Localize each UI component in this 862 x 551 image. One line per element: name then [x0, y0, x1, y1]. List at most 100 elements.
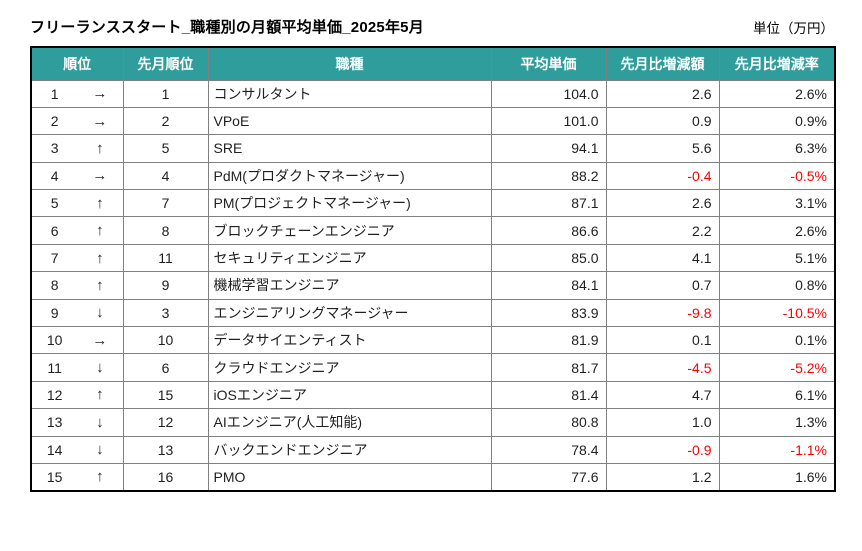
job-title-cell: SRE	[207, 134, 492, 163]
trend-up-icon: ↑	[96, 139, 104, 157]
header-prev-rank: 先月順位	[122, 46, 209, 81]
trend-up-icon: ↑	[96, 222, 104, 240]
diff-amount-cell: 4.1	[605, 243, 720, 273]
rank-cell: 3 ↑	[30, 134, 124, 163]
diff-rate-cell: 6.3%	[718, 134, 836, 163]
rank-value: 4	[50, 167, 59, 184]
rank-value: 12	[46, 386, 63, 403]
diff-rate-cell: -0.5%	[718, 161, 836, 191]
trend-up-icon: ↑	[96, 276, 104, 294]
prev-rank-cell: 5	[122, 134, 209, 163]
diff-amount-cell: 2.2	[605, 216, 720, 245]
trend-down-icon: ↓	[96, 413, 104, 431]
prev-rank-cell: 3	[122, 298, 209, 328]
prev-rank-cell: 4	[122, 161, 209, 191]
rank-cell: 4 →	[30, 161, 124, 191]
diff-rate-cell: 0.1%	[718, 326, 836, 355]
table-row: 6 ↑ 8 ブロックチェーンエンジニア 86.6 2.2 2.6%	[30, 216, 836, 245]
rank-value: 11	[47, 359, 62, 376]
diff-rate-cell: -1.1%	[718, 435, 836, 464]
prev-rank-cell: 1	[122, 79, 209, 108]
trend-down-icon: ↓	[96, 359, 104, 377]
rank-value: 1	[50, 85, 59, 102]
header-diff-amount: 先月比増減額	[605, 46, 720, 81]
diff-amount-cell: -4.5	[605, 353, 720, 382]
rank-cell: 2 →	[30, 106, 124, 136]
diff-rate-cell: 0.8%	[718, 271, 836, 300]
rank-cell: 13 ↓	[30, 408, 124, 437]
avg-price-cell: 81.7	[490, 353, 607, 382]
diff-amount-cell: 0.7	[605, 271, 720, 300]
avg-price-cell: 94.1	[490, 134, 607, 163]
prev-rank-cell: 8	[122, 216, 209, 245]
job-title-cell: VPoE	[207, 106, 492, 136]
table-row: 5 ↑ 7 PM(プロジェクトマネージャー) 87.1 2.6 3.1%	[30, 189, 836, 218]
prev-rank-cell: 13	[122, 435, 209, 464]
rank-value: 9	[50, 304, 59, 321]
avg-price-cell: 84.1	[490, 271, 607, 300]
rank-cell: 1 →	[30, 79, 124, 108]
rank-value: 2	[50, 113, 59, 130]
header-rank: 順位	[30, 46, 124, 81]
trend-up-icon: ↑	[96, 468, 104, 486]
trend-same-icon: →	[92, 112, 108, 130]
diff-rate-cell: 1.6%	[718, 462, 836, 492]
table-row: 7 ↑ 11 セキュリティエンジニア 85.0 4.1 5.1%	[30, 243, 836, 273]
trend-down-icon: ↓	[96, 441, 104, 459]
table-row: 4 → 4 PdM(プロダクトマネージャー) 88.2 -0.4 -0.5%	[30, 161, 836, 191]
diff-rate-cell: 1.3%	[718, 408, 836, 437]
table-row: 3 ↑ 5 SRE 94.1 5.6 6.3%	[30, 134, 836, 163]
diff-amount-cell: 2.6	[605, 79, 720, 108]
rank-cell: 8 ↑	[30, 271, 124, 300]
diff-amount-cell: 4.7	[605, 380, 720, 410]
trend-up-icon: ↑	[96, 194, 104, 212]
diff-rate-cell: -5.2%	[718, 353, 836, 382]
diff-amount-cell: 5.6	[605, 134, 720, 163]
rank-cell: 9 ↓	[30, 298, 124, 328]
prev-rank-cell: 2	[122, 106, 209, 136]
diff-amount-cell: -0.9	[605, 435, 720, 464]
avg-price-cell: 78.4	[490, 435, 607, 464]
diff-amount-cell: -0.4	[605, 161, 720, 191]
diff-rate-cell: 5.1%	[718, 243, 836, 273]
diff-rate-cell: -10.5%	[718, 298, 836, 328]
rank-value: 6	[50, 222, 59, 239]
job-title-cell: PMO	[207, 462, 492, 492]
rank-cell: 7 ↑	[30, 243, 124, 273]
header-diff-rate: 先月比増減率	[718, 46, 836, 81]
prev-rank-cell: 6	[122, 353, 209, 382]
rank-cell: 12 ↑	[30, 380, 124, 410]
diff-amount-cell: 1.0	[605, 408, 720, 437]
rank-value: 10	[46, 332, 63, 349]
rank-cell: 10 →	[30, 326, 124, 355]
rank-cell: 5 ↑	[30, 189, 124, 218]
diff-amount-cell: 0.1	[605, 326, 720, 355]
trend-same-icon: →	[92, 331, 108, 349]
avg-price-cell: 80.8	[490, 408, 607, 437]
job-title-cell: バックエンドエンジニア	[207, 435, 492, 464]
rank-value: 13	[46, 414, 63, 431]
diff-amount-cell: 2.6	[605, 189, 720, 218]
job-title-cell: クラウドエンジニア	[207, 353, 492, 382]
titlebar: フリーランススタート_職種別の月額平均単価_2025年5月 単位（万円）	[30, 15, 834, 37]
avg-price-cell: 81.4	[490, 380, 607, 410]
rank-value: 5	[50, 195, 59, 212]
job-title-cell: AIエンジニア(人工知能)	[207, 408, 492, 437]
header-avg-price: 平均単価	[490, 46, 607, 81]
job-title-cell: PdM(プロダクトマネージャー)	[207, 161, 492, 191]
table-row: 10 → 10 データサイエンティスト 81.9 0.1 0.1%	[30, 326, 836, 355]
avg-price-cell: 86.6	[490, 216, 607, 245]
job-title-cell: iOSエンジニア	[207, 380, 492, 410]
rank-value: 15	[46, 468, 63, 485]
job-title-cell: ブロックチェーンエンジニア	[207, 216, 492, 245]
header-row: 順位 先月順位 職種 平均単価 先月比増減額 先月比増減率	[30, 46, 836, 81]
job-title-cell: PM(プロジェクトマネージャー)	[207, 189, 492, 218]
prev-rank-cell: 15	[122, 380, 209, 410]
table-body: 1 → 1 コンサルタント 104.0 2.6 2.6% 2 → 2 VPoE …	[30, 79, 836, 492]
table-row: 8 ↑ 9 機械学習エンジニア 84.1 0.7 0.8%	[30, 271, 836, 300]
job-title-cell: 機械学習エンジニア	[207, 271, 492, 300]
table-row: 2 → 2 VPoE 101.0 0.9 0.9%	[30, 106, 836, 136]
diff-amount-cell: -9.8	[605, 298, 720, 328]
prev-rank-cell: 11	[122, 243, 209, 273]
prev-rank-cell: 16	[122, 462, 209, 492]
